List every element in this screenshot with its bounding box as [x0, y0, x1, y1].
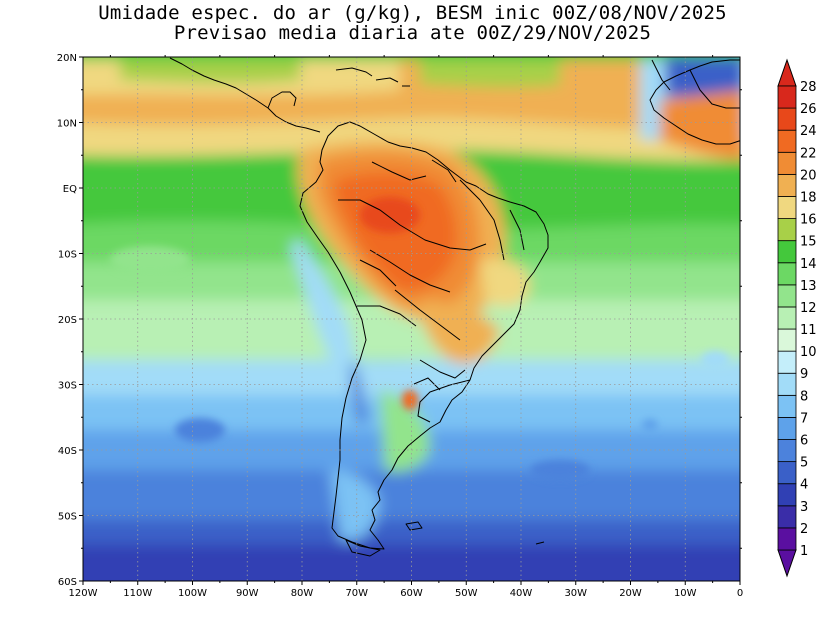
coastlines: [169, 57, 740, 557]
colorbar-label: 26: [800, 102, 817, 117]
lat-tick-label: 40S: [58, 446, 77, 457]
lon-labels: 120W 110W 100W 90W 80W 70W 60W 50W 40W 30W 20W 10W 0: [69, 588, 744, 599]
colorbar-segment: [777, 85, 797, 109]
colorbar-segment: [777, 151, 797, 175]
colorbar-label: 2: [800, 522, 808, 537]
colorbar-label: 14: [800, 257, 817, 272]
colorbar-label: 3: [800, 500, 808, 515]
lon-tick-label: 80W: [291, 588, 314, 599]
colorbar-label: 28: [800, 80, 817, 95]
lon-tick-label: 60W: [400, 588, 423, 599]
colorbar-label: 6: [800, 434, 808, 449]
lat-tick-label: EQ: [63, 184, 77, 195]
colorbar-label: 22: [800, 146, 817, 161]
colorbar-label: 5: [800, 456, 808, 471]
colorbar-label: 7: [800, 411, 808, 426]
colorbar-segment: [777, 328, 797, 352]
lat-tick-label: 60S: [58, 577, 77, 588]
map-title-line1: Umidade espec. do ar (g/kg), BESM inic 0…: [98, 2, 727, 24]
colorbar-segment: [777, 461, 797, 485]
colorbar-segment: [777, 284, 797, 308]
colorbar-segment: [777, 218, 797, 242]
lat-tick-label: 20N: [57, 53, 77, 64]
colorbar-label: 9: [800, 367, 808, 382]
colorbar-segment: [777, 173, 797, 197]
colorbar-label: 16: [800, 213, 817, 228]
lon-tick-label: 0: [737, 588, 743, 599]
colorbar-label: 10: [800, 345, 817, 360]
lon-tick-label: 70W: [345, 588, 368, 599]
colorbar-label: 12: [800, 301, 817, 316]
lon-tick-label: 90W: [236, 588, 259, 599]
colorbar-segment: [777, 439, 797, 463]
colorbar-label: 4: [800, 478, 808, 493]
colorbar-label: 13: [800, 279, 817, 294]
colorbar-segment: [777, 527, 797, 551]
lon-tick-label: 110W: [123, 588, 152, 599]
lat-tick-label: 50S: [58, 512, 77, 523]
lat-tick-label: 10S: [58, 250, 77, 261]
lat-tick-label: 10N: [57, 119, 77, 130]
lon-tick-label: 40W: [510, 588, 533, 599]
colorbar-label: 8: [800, 389, 808, 404]
colorbar-label: 18: [800, 190, 817, 205]
lon-tick-label: 100W: [178, 588, 207, 599]
map-ticks: [79, 55, 742, 585]
humidity-field: [83, 57, 740, 581]
colorbar: [777, 58, 797, 578]
lon-tick-label: 20W: [619, 588, 642, 599]
colorbar-segment: [777, 306, 797, 330]
colorbar-segment: [777, 483, 797, 507]
lat-labels: 20N 10N EQ 10S 20S 30S 40S 50S 60S: [57, 53, 77, 588]
colorbar-segment: [777, 129, 797, 153]
colorbar-label: 24: [800, 124, 817, 139]
colorbar-segment: [777, 372, 797, 396]
map-title-line2: Previsao media diaria ate 00Z/29/NOV/202…: [173, 22, 652, 44]
map-grid: [83, 57, 740, 581]
lon-tick-label: 10W: [674, 588, 697, 599]
lon-tick-label: 50W: [455, 588, 478, 599]
colorbar-extend-bottom: [777, 549, 797, 578]
colorbar-segment: [777, 196, 797, 219]
colorbar-label: 20: [800, 168, 817, 183]
lat-tick-label: 30S: [58, 381, 77, 392]
colorbar-segment: [777, 262, 797, 286]
colorbar-extend-top: [777, 58, 797, 87]
colorbar-label: 15: [800, 235, 817, 250]
colorbar-segment: [777, 107, 797, 131]
colorbar-segment: [777, 417, 797, 440]
colorbar-label: 1: [800, 544, 808, 559]
colorbar-segment: [777, 240, 797, 264]
lon-tick-label: 30W: [564, 588, 587, 599]
lon-tick-label: 120W: [69, 588, 98, 599]
colorbar-segment: [777, 350, 797, 374]
colorbar-segment: [777, 505, 797, 529]
colorbar-label: 11: [800, 323, 817, 338]
lat-tick-label: 20S: [58, 315, 77, 326]
colorbar-segment: [777, 394, 797, 418]
